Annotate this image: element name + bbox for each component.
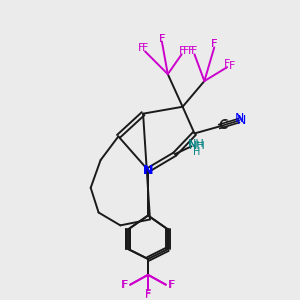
Text: F: F bbox=[182, 46, 189, 56]
Text: F: F bbox=[229, 61, 235, 71]
Text: F: F bbox=[159, 34, 165, 44]
Text: F: F bbox=[138, 44, 144, 53]
Text: F: F bbox=[145, 290, 151, 300]
Text: F: F bbox=[145, 289, 151, 298]
Text: F: F bbox=[188, 46, 195, 56]
Text: F: F bbox=[159, 34, 165, 44]
Text: F: F bbox=[122, 280, 128, 290]
Text: F: F bbox=[142, 44, 148, 53]
Text: H: H bbox=[193, 147, 200, 157]
Text: F: F bbox=[168, 280, 174, 290]
Text: C: C bbox=[219, 118, 227, 131]
Text: N: N bbox=[143, 164, 153, 176]
Text: F: F bbox=[178, 46, 185, 56]
Text: N: N bbox=[236, 114, 246, 127]
Text: C: C bbox=[218, 119, 226, 132]
Text: NH: NH bbox=[189, 141, 206, 151]
Text: F: F bbox=[121, 280, 127, 290]
Text: N: N bbox=[143, 164, 153, 176]
Text: F: F bbox=[211, 40, 218, 50]
Text: F: F bbox=[224, 59, 230, 69]
Text: F: F bbox=[169, 280, 175, 290]
Text: N: N bbox=[234, 112, 244, 125]
Text: NH: NH bbox=[188, 139, 205, 149]
Text: F: F bbox=[211, 40, 218, 50]
Text: F: F bbox=[191, 46, 198, 56]
